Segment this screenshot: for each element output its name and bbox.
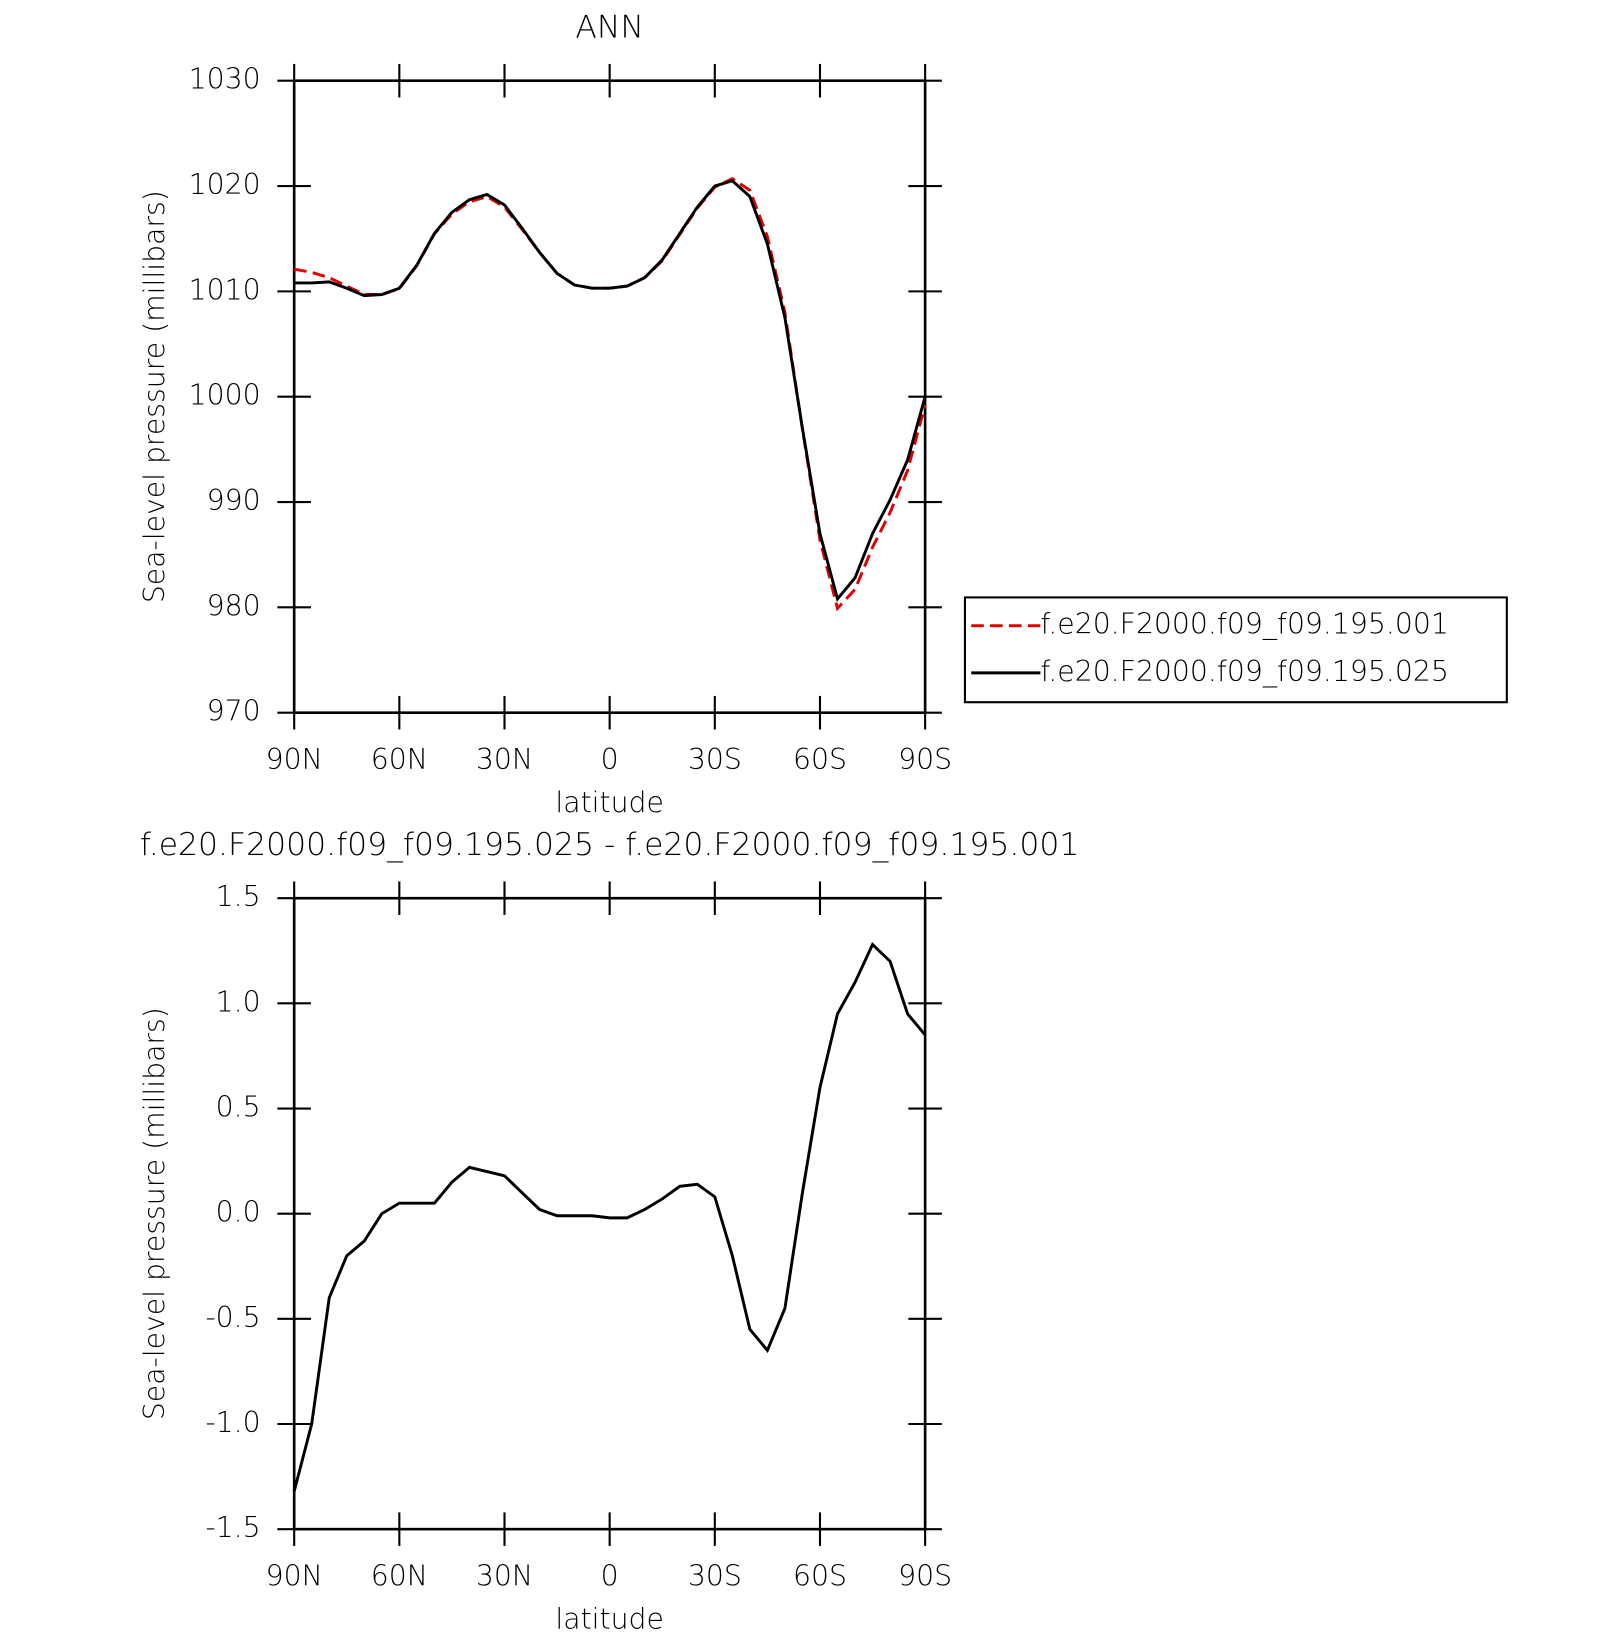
y-tick-label: 980 (207, 589, 261, 622)
legend-label: f.e20.F2000.f09_f09.195.025 (1040, 655, 1448, 689)
x-tick-label: 60N (371, 1559, 428, 1592)
y-tick-label: 0.0 (216, 1196, 261, 1229)
y-axis-label: Sea-level pressure (millibars) (138, 1007, 171, 1420)
y-tick-label: -0.5 (205, 1301, 260, 1334)
x-tick-label: 60S (793, 1559, 847, 1592)
data-line (292, 941, 927, 1492)
x-tick-label: 60S (793, 743, 847, 776)
y-tick-label: -1.5 (205, 1511, 260, 1544)
x-axis-label: latitude (555, 1602, 664, 1635)
y-tick-label: 1.5 (216, 880, 261, 913)
x-tick-label: 30N (476, 1559, 533, 1592)
x-tick-label: 60N (371, 743, 428, 776)
x-tick-label: 90S (898, 743, 952, 776)
x-tick-label: 0 (601, 743, 619, 776)
y-tick-label: 1.0 (216, 985, 261, 1018)
y-tick-label: 1000 (189, 379, 261, 412)
y-tick-label: -1.0 (205, 1406, 260, 1439)
x-tick-label: 0 (601, 1559, 619, 1592)
x-axis-label: latitude (555, 786, 664, 819)
y-tick-label: 970 (207, 695, 261, 728)
x-tick-label: 90S (898, 1559, 952, 1592)
data-line (294, 179, 927, 603)
y-axis-label: Sea-level pressure (millibars) (138, 190, 171, 603)
legend-box (963, 596, 1508, 704)
chart-title: f.e20.F2000.f09_f09.195.025 - f.e20.F200… (140, 827, 1079, 863)
y-tick-label: 0.5 (216, 1091, 261, 1124)
plot-frame (292, 79, 927, 715)
x-tick-label: 30N (476, 743, 533, 776)
x-tick-label: 30S (688, 1559, 742, 1592)
legend-label: f.e20.F2000.f09_f09.195.001 (1040, 608, 1448, 642)
y-tick-label: 990 (207, 484, 261, 517)
x-tick-label: 90N (266, 1559, 323, 1592)
data-line (293, 176, 927, 612)
x-tick-label: 90N (266, 743, 323, 776)
y-tick-label: 1030 (189, 63, 261, 96)
y-tick-label: 1010 (189, 273, 261, 306)
y-tick-label: 1020 (189, 168, 261, 201)
x-tick-label: 30S (688, 743, 742, 776)
chart-title: ANN (575, 9, 644, 45)
plot-frame (292, 896, 927, 1531)
